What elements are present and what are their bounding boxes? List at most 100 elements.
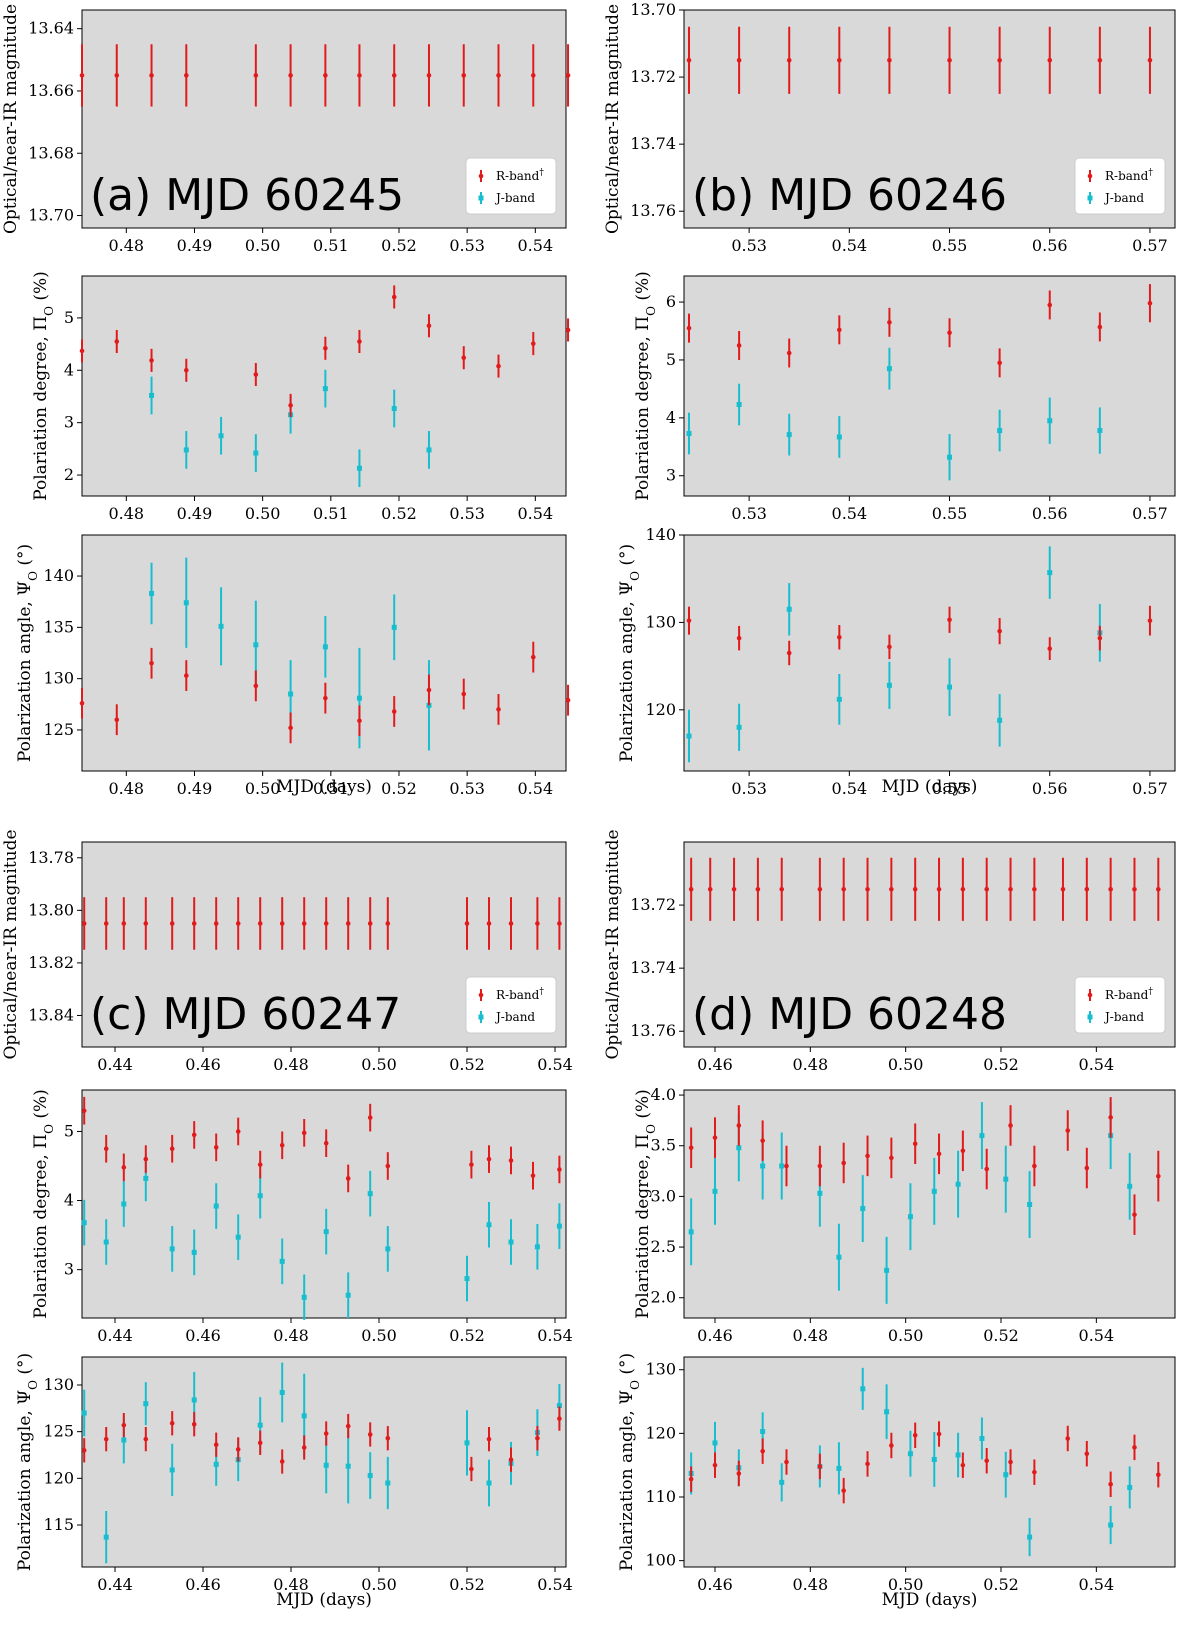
j-band-degree-marker bbox=[1047, 418, 1053, 424]
legend-j-label: J-band bbox=[1103, 191, 1144, 205]
r-band-angle-point bbox=[712, 1452, 718, 1478]
j-band-degree-marker bbox=[712, 1188, 718, 1194]
magnitude-ylabel: Optical/near-IR magnitude bbox=[603, 4, 623, 234]
r-band-angle-point bbox=[784, 1449, 789, 1475]
r-band-degree-marker bbox=[213, 1145, 219, 1150]
j-band-degree-point bbox=[779, 1132, 785, 1200]
j-band-degree-point bbox=[257, 1172, 263, 1219]
j-band-angle-marker bbox=[556, 1403, 562, 1409]
j-band-angle-point bbox=[860, 1367, 866, 1410]
degree-ylabel-main: Polariation degree, Π bbox=[31, 1134, 51, 1319]
j-band-angle-marker bbox=[103, 1534, 109, 1540]
angle-ylabel-unit: (°) bbox=[617, 544, 637, 571]
r-band-magnitude-point bbox=[1032, 857, 1037, 921]
r-band-degree-point bbox=[841, 1142, 846, 1184]
r-band-angle-marker bbox=[469, 1466, 474, 1472]
r-band-magnitude-point bbox=[1156, 857, 1161, 921]
j-band-degree-point bbox=[1097, 407, 1103, 454]
r-band-degree-marker bbox=[784, 1163, 789, 1169]
angle-x-tick-label: 0.52 bbox=[983, 1575, 1019, 1594]
j-band-degree-marker bbox=[508, 1239, 514, 1245]
j-band-degree-marker bbox=[345, 1292, 351, 1298]
r-band-angle-point bbox=[508, 1447, 514, 1472]
r-band-degree-marker bbox=[357, 339, 362, 344]
r-band-magnitude-marker bbox=[755, 887, 761, 892]
r-band-degree-marker bbox=[323, 1140, 329, 1146]
r-band-magnitude-point bbox=[183, 44, 189, 107]
r-band-angle-marker bbox=[997, 628, 1002, 634]
r-band-degree-point bbox=[1097, 312, 1103, 342]
legend-j-marker bbox=[478, 1014, 484, 1020]
r-band-degree-point bbox=[357, 329, 362, 353]
angle-plot-area bbox=[683, 1356, 1176, 1568]
degree-ylabel-unit: (%) bbox=[31, 1089, 51, 1124]
j-band-degree-point bbox=[81, 1199, 87, 1246]
j-band-angle-marker bbox=[486, 1480, 492, 1486]
angle-y-tick-label: 130 bbox=[645, 1360, 676, 1379]
r-band-magnitude-point bbox=[149, 44, 154, 107]
j-band-angle-marker bbox=[836, 1465, 842, 1471]
r-band-degree-point bbox=[1084, 1147, 1090, 1189]
r-band-angle-point bbox=[183, 660, 189, 691]
legend-r-marker bbox=[1087, 992, 1093, 998]
r-band-degree-point bbox=[736, 331, 742, 360]
r-band-degree-marker bbox=[345, 1176, 351, 1181]
r-band-angle-point bbox=[736, 625, 742, 651]
angle-x-tick-label: 0.50 bbox=[361, 1575, 397, 1594]
panel-d: 0.46 0.48 0.50 0.52 0.54 13.72 13.74 13.76 Optic… bbox=[603, 829, 1176, 1610]
r-band-angle-point bbox=[760, 1438, 765, 1464]
r-band-magnitude-point bbox=[323, 897, 329, 950]
j-band-degree-point bbox=[426, 431, 432, 469]
r-band-angle-point bbox=[1008, 1449, 1013, 1475]
r-band-angle-point bbox=[345, 1413, 351, 1439]
magnitude-x-tick-label: 0.53 bbox=[449, 236, 485, 255]
angle-ylabel-unit: (°) bbox=[617, 1353, 637, 1380]
angle-x-tick-label: 0.52 bbox=[449, 1575, 485, 1594]
r-band-angle-point bbox=[323, 682, 328, 714]
r-band-magnitude-marker bbox=[997, 58, 1002, 63]
r-band-angle-point bbox=[288, 712, 293, 744]
r-band-magnitude-point bbox=[1047, 26, 1053, 94]
r-band-magnitude-marker bbox=[121, 921, 127, 926]
degree-x-tick-label: 0.53 bbox=[449, 504, 485, 523]
r-band-magnitude-marker bbox=[143, 921, 149, 926]
panel-label: (b) MJD 60246 bbox=[692, 170, 1007, 221]
r-band-angle-point bbox=[1032, 1459, 1037, 1485]
j-band-angle-point bbox=[997, 694, 1003, 747]
r-band-angle-marker bbox=[984, 1458, 990, 1464]
j-band-angle-marker bbox=[183, 600, 189, 606]
magnitude-x-tick-label: 0.54 bbox=[1079, 1055, 1115, 1074]
j-band-angle-point bbox=[103, 1511, 109, 1564]
r-band-angle-marker bbox=[841, 1488, 846, 1493]
r-band-angle-marker bbox=[912, 1432, 918, 1438]
angle-x-tick-label: 0.49 bbox=[177, 779, 213, 798]
magnitude-ylabel: Optical/near-IR magnitude bbox=[603, 829, 623, 1059]
r-band-magnitude-point bbox=[496, 44, 501, 107]
angle-x-tick-label: 0.50 bbox=[245, 779, 281, 798]
angle-x-tick-label: 0.54 bbox=[537, 1575, 573, 1594]
r-band-angle-point bbox=[984, 1448, 990, 1474]
degree-x-tick-label: 0.48 bbox=[108, 504, 144, 523]
magnitude-x-tick-label: 0.46 bbox=[185, 1055, 221, 1074]
r-band-angle-marker bbox=[837, 634, 842, 640]
magnitude-x-tick-label: 0.57 bbox=[1132, 236, 1168, 255]
j-band-angle-marker bbox=[736, 724, 742, 730]
legend-j-marker bbox=[1087, 1014, 1093, 1020]
r-band-angle-marker bbox=[301, 1445, 307, 1450]
r-band-degree-point bbox=[426, 314, 432, 338]
legend-j-label: J-band bbox=[494, 191, 535, 205]
magnitude-x-tick-label: 0.53 bbox=[731, 236, 767, 255]
r-band-degree-marker bbox=[79, 348, 85, 354]
angle-x-tick-label: 0.51 bbox=[313, 779, 349, 798]
r-band-degree-point bbox=[121, 1153, 127, 1182]
degree-y-tick-label: 2.0 bbox=[651, 1288, 676, 1307]
r-band-magnitude-marker bbox=[288, 73, 293, 78]
r-band-angle-marker bbox=[213, 1442, 219, 1448]
r-band-magnitude-point bbox=[889, 857, 894, 921]
degree-ylabel-unit: (%) bbox=[633, 1089, 653, 1124]
r-band-angle-point bbox=[279, 1449, 285, 1474]
j-band-angle-point bbox=[907, 1430, 913, 1477]
r-band-angle-point bbox=[1065, 1425, 1071, 1452]
